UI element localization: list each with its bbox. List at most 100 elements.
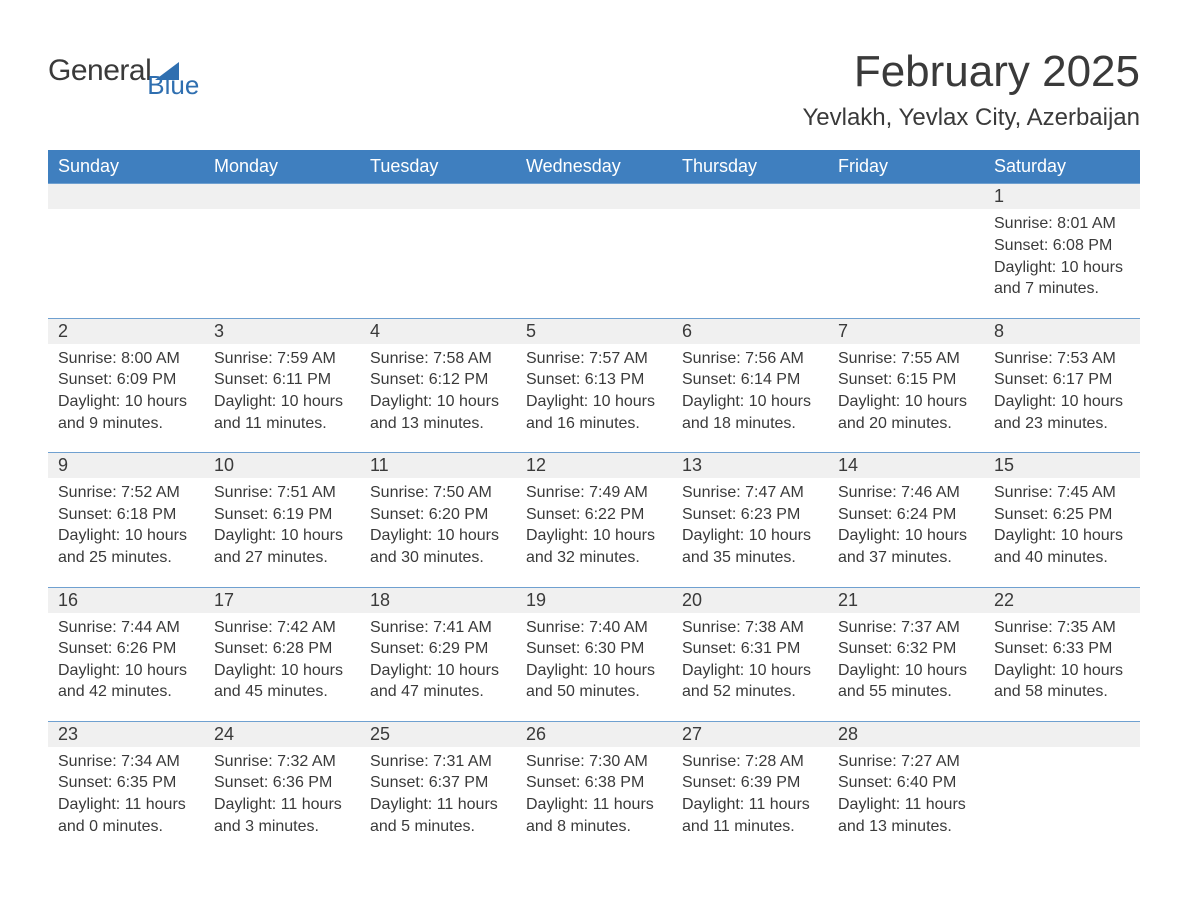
week-daynum-row: 9101112131415	[48, 453, 1140, 479]
day-number-cell: 18	[360, 587, 516, 613]
daylight-text: Daylight: 11 hours and 13 minutes.	[838, 794, 974, 837]
day-details-cell: Sunrise: 7:51 AMSunset: 6:19 PMDaylight:…	[204, 478, 360, 587]
sunrise-text: Sunrise: 7:30 AM	[526, 751, 662, 773]
month-title: February 2025	[802, 48, 1140, 96]
daylight-text: Daylight: 10 hours and 42 minutes.	[58, 660, 194, 703]
daylight-text: Daylight: 10 hours and 9 minutes.	[58, 391, 194, 434]
day-details-cell	[984, 747, 1140, 855]
day-number-cell: 23	[48, 721, 204, 747]
sunset-text: Sunset: 6:39 PM	[682, 772, 818, 794]
day-number-cell: 13	[672, 453, 828, 479]
sunrise-text: Sunrise: 7:56 AM	[682, 348, 818, 370]
day-details-cell: Sunrise: 7:37 AMSunset: 6:32 PMDaylight:…	[828, 613, 984, 722]
daylight-text: Daylight: 10 hours and 11 minutes.	[214, 391, 350, 434]
day-number-cell: 9	[48, 453, 204, 479]
sunrise-text: Sunrise: 7:57 AM	[526, 348, 662, 370]
sunset-text: Sunset: 6:15 PM	[838, 369, 974, 391]
sunset-text: Sunset: 6:24 PM	[838, 504, 974, 526]
day-details-cell: Sunrise: 7:28 AMSunset: 6:39 PMDaylight:…	[672, 747, 828, 855]
sunset-text: Sunset: 6:18 PM	[58, 504, 194, 526]
day-number-cell: 5	[516, 318, 672, 344]
day-details-cell	[204, 209, 360, 318]
day-number-cell: 3	[204, 318, 360, 344]
brand-logo: General Blue	[48, 48, 235, 88]
sunrise-text: Sunrise: 7:27 AM	[838, 751, 974, 773]
sunset-text: Sunset: 6:28 PM	[214, 638, 350, 660]
week-details-row: Sunrise: 7:52 AMSunset: 6:18 PMDaylight:…	[48, 478, 1140, 587]
sunrise-text: Sunrise: 7:41 AM	[370, 617, 506, 639]
daylight-text: Daylight: 10 hours and 50 minutes.	[526, 660, 662, 703]
day-details-cell: Sunrise: 7:46 AMSunset: 6:24 PMDaylight:…	[828, 478, 984, 587]
daylight-text: Daylight: 10 hours and 18 minutes.	[682, 391, 818, 434]
daylight-text: Daylight: 11 hours and 8 minutes.	[526, 794, 662, 837]
sunset-text: Sunset: 6:23 PM	[682, 504, 818, 526]
sunset-text: Sunset: 6:12 PM	[370, 369, 506, 391]
daylight-text: Daylight: 10 hours and 35 minutes.	[682, 525, 818, 568]
day-details-cell: Sunrise: 7:38 AMSunset: 6:31 PMDaylight:…	[672, 613, 828, 722]
sunrise-text: Sunrise: 7:34 AM	[58, 751, 194, 773]
daylight-text: Daylight: 10 hours and 32 minutes.	[526, 525, 662, 568]
day-number-cell: 26	[516, 721, 672, 747]
header: General Blue February 2025 Yevlakh, Yevl…	[48, 48, 1140, 132]
sunrise-text: Sunrise: 7:52 AM	[58, 482, 194, 504]
day-details-cell: Sunrise: 7:35 AMSunset: 6:33 PMDaylight:…	[984, 613, 1140, 722]
day-details-cell: Sunrise: 7:30 AMSunset: 6:38 PMDaylight:…	[516, 747, 672, 855]
day-details-cell: Sunrise: 7:45 AMSunset: 6:25 PMDaylight:…	[984, 478, 1140, 587]
daylight-text: Daylight: 10 hours and 30 minutes.	[370, 525, 506, 568]
day-number-cell: 17	[204, 587, 360, 613]
brand-word-blue: Blue	[147, 70, 199, 101]
sunset-text: Sunset: 6:40 PM	[838, 772, 974, 794]
day-details-cell	[360, 209, 516, 318]
day-number-cell: 21	[828, 587, 984, 613]
day-details-cell: Sunrise: 7:42 AMSunset: 6:28 PMDaylight:…	[204, 613, 360, 722]
sunrise-text: Sunrise: 7:58 AM	[370, 348, 506, 370]
daylight-text: Daylight: 10 hours and 27 minutes.	[214, 525, 350, 568]
day-details-cell: Sunrise: 7:31 AMSunset: 6:37 PMDaylight:…	[360, 747, 516, 855]
day-number-cell	[48, 184, 204, 210]
day-number-cell	[360, 184, 516, 210]
sunset-text: Sunset: 6:09 PM	[58, 369, 194, 391]
daylight-text: Daylight: 10 hours and 25 minutes.	[58, 525, 194, 568]
sunrise-text: Sunrise: 7:50 AM	[370, 482, 506, 504]
sunrise-text: Sunrise: 8:01 AM	[994, 213, 1130, 235]
sunset-text: Sunset: 6:14 PM	[682, 369, 818, 391]
sunset-text: Sunset: 6:29 PM	[370, 638, 506, 660]
day-details-cell: Sunrise: 8:00 AMSunset: 6:09 PMDaylight:…	[48, 344, 204, 453]
col-thursday: Thursday	[672, 150, 828, 184]
sunrise-text: Sunrise: 7:47 AM	[682, 482, 818, 504]
day-details-cell: Sunrise: 7:58 AMSunset: 6:12 PMDaylight:…	[360, 344, 516, 453]
daylight-text: Daylight: 10 hours and 37 minutes.	[838, 525, 974, 568]
sunrise-text: Sunrise: 7:31 AM	[370, 751, 506, 773]
day-details-cell: Sunrise: 7:40 AMSunset: 6:30 PMDaylight:…	[516, 613, 672, 722]
day-details-cell: Sunrise: 7:32 AMSunset: 6:36 PMDaylight:…	[204, 747, 360, 855]
sunrise-text: Sunrise: 7:46 AM	[838, 482, 974, 504]
sunset-text: Sunset: 6:20 PM	[370, 504, 506, 526]
daylight-text: Daylight: 11 hours and 11 minutes.	[682, 794, 818, 837]
day-details-cell: Sunrise: 7:52 AMSunset: 6:18 PMDaylight:…	[48, 478, 204, 587]
daylight-text: Daylight: 10 hours and 40 minutes.	[994, 525, 1130, 568]
sunrise-text: Sunrise: 7:44 AM	[58, 617, 194, 639]
day-number-cell: 27	[672, 721, 828, 747]
day-number-cell: 19	[516, 587, 672, 613]
sunrise-text: Sunrise: 7:45 AM	[994, 482, 1130, 504]
sunset-text: Sunset: 6:38 PM	[526, 772, 662, 794]
day-number-cell: 4	[360, 318, 516, 344]
day-number-cell	[984, 721, 1140, 747]
sunset-text: Sunset: 6:26 PM	[58, 638, 194, 660]
day-number-cell: 10	[204, 453, 360, 479]
day-number-cell: 24	[204, 721, 360, 747]
sunrise-text: Sunrise: 7:42 AM	[214, 617, 350, 639]
day-details-cell: Sunrise: 7:56 AMSunset: 6:14 PMDaylight:…	[672, 344, 828, 453]
week-details-row: Sunrise: 7:44 AMSunset: 6:26 PMDaylight:…	[48, 613, 1140, 722]
day-number-cell: 20	[672, 587, 828, 613]
calendar-body: 1Sunrise: 8:01 AMSunset: 6:08 PMDaylight…	[48, 184, 1140, 855]
week-daynum-row: 232425262728	[48, 721, 1140, 747]
daylight-text: Daylight: 10 hours and 7 minutes.	[994, 257, 1130, 300]
day-details-cell: Sunrise: 7:47 AMSunset: 6:23 PMDaylight:…	[672, 478, 828, 587]
col-friday: Friday	[828, 150, 984, 184]
day-number-cell: 1	[984, 184, 1140, 210]
day-number-cell	[828, 184, 984, 210]
day-details-cell	[672, 209, 828, 318]
day-details-cell: Sunrise: 8:01 AMSunset: 6:08 PMDaylight:…	[984, 209, 1140, 318]
day-number-cell: 25	[360, 721, 516, 747]
